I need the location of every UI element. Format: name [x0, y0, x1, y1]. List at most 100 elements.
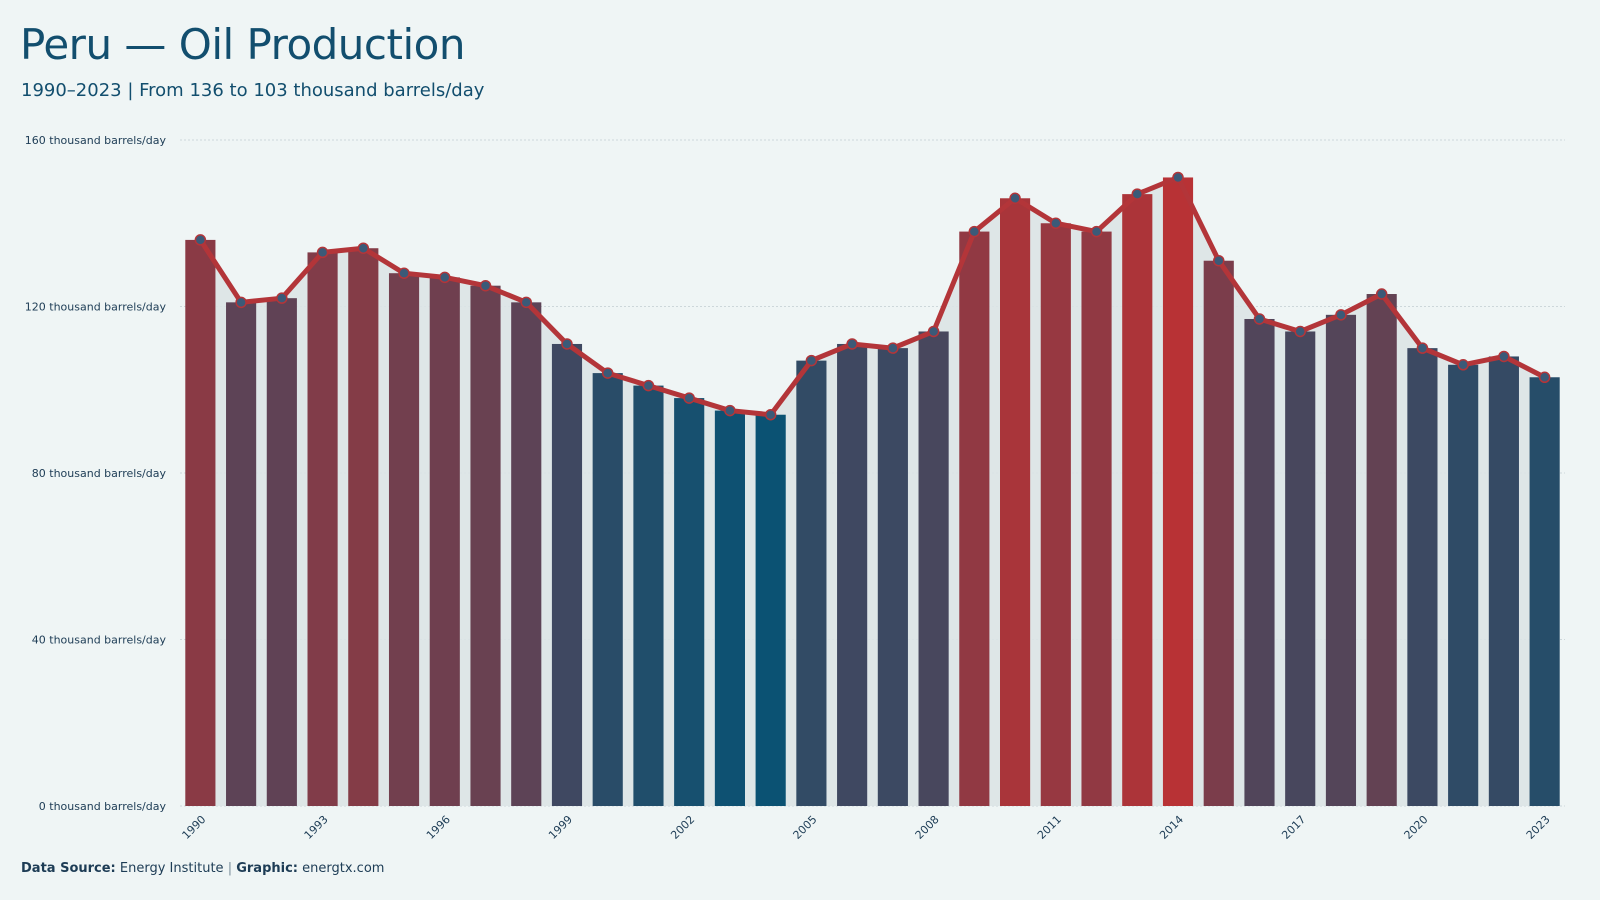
bar: [511, 302, 542, 806]
bar: [429, 277, 460, 806]
bar: [470, 285, 501, 806]
x-tick-label: 2005: [791, 813, 820, 842]
bar: [388, 273, 420, 806]
data-point: [1131, 188, 1144, 200]
x-tick-label: 1999: [546, 813, 575, 842]
data-point: [1090, 225, 1103, 238]
bar: [755, 414, 786, 806]
bar: [837, 343, 868, 806]
bar: [918, 331, 949, 806]
data-point: [887, 342, 899, 354]
bar: [959, 231, 990, 806]
bar: [1325, 314, 1357, 806]
data-point: [439, 271, 451, 284]
y-axis: 0 thousand barrels/day 40 thousand barrel…: [25, 134, 167, 813]
data-point: [846, 338, 858, 350]
chart-title: Peru — Oil Production: [20, 20, 465, 69]
x-tick-label: 2017: [1279, 813, 1308, 842]
footer-credits: Data Source: Energy Institute | Graphic:…: [21, 861, 384, 876]
x-axis: 1990 1993 1996 1999 2002 2005 2008 2011 2014 2017…: [179, 813, 1552, 842]
x-tick-label: 2002: [668, 813, 697, 842]
bar: [185, 239, 216, 806]
bar: [1122, 194, 1153, 807]
bar: [1488, 356, 1519, 806]
x-tick-label: 2023: [1524, 813, 1553, 842]
bar: [633, 385, 664, 806]
data-point: [1416, 342, 1429, 354]
footer-separator: |: [227, 861, 233, 876]
data-point: [683, 392, 695, 404]
bar: [714, 410, 745, 806]
y-tick-label: 120 thousand barrels/day: [25, 301, 167, 314]
data-point: [561, 338, 573, 350]
bar: [226, 302, 257, 806]
y-tick-label: 160 thousand barrels/day: [25, 134, 167, 147]
bar: [266, 298, 297, 806]
graphic-label: Graphic:: [236, 861, 298, 876]
bar: [1040, 223, 1071, 806]
data-point: [194, 234, 207, 246]
bar: [796, 360, 827, 806]
x-tick-label: 2020: [1402, 813, 1431, 842]
bar: [551, 343, 583, 806]
data-point: [1457, 359, 1469, 371]
line-layer: [197, 174, 1548, 418]
x-tick-label: 2014: [1157, 813, 1186, 842]
graphic-value: energtx.com: [302, 861, 385, 876]
data-point: [1375, 288, 1388, 300]
bar: [307, 252, 338, 806]
x-tick-label: 1990: [179, 813, 208, 842]
bar-layer: [185, 177, 1560, 807]
data-point: [276, 292, 288, 304]
bar: [1244, 318, 1275, 806]
x-tick-label: 2008: [913, 813, 942, 842]
data-point: [642, 379, 655, 392]
data-point: [601, 367, 614, 379]
bar: [1000, 198, 1031, 806]
bar: [348, 248, 379, 807]
data-point: [316, 246, 329, 259]
data-point: [968, 225, 981, 238]
bar: [592, 373, 623, 806]
bar: [1081, 231, 1112, 806]
data-point: [1498, 350, 1510, 363]
bar: [877, 348, 908, 806]
data-point: [1009, 192, 1021, 205]
bar: [1203, 260, 1234, 806]
y-tick-label: 80 thousand barrels/day: [32, 467, 167, 480]
data-point: [1050, 217, 1062, 229]
data-point: [520, 296, 532, 309]
data-point: [235, 296, 247, 309]
data-point: [1172, 171, 1184, 184]
data-point: [764, 408, 777, 421]
y-tick-label: 0 thousand barrels/day: [39, 800, 167, 813]
x-tick-label: 1993: [302, 813, 331, 842]
y-tick-label: 40 thousand barrels/day: [32, 634, 167, 647]
data-point: [724, 404, 736, 417]
data-point: [357, 242, 370, 254]
bar: [1407, 348, 1438, 806]
bar: [1162, 177, 1194, 806]
data-point: [1213, 254, 1225, 267]
bar: [674, 398, 705, 806]
source-label: Data Source:: [21, 861, 116, 876]
bar: [1448, 364, 1479, 806]
bar: [1285, 331, 1316, 806]
chart-subtitle: 1990–2023 | From 136 to 103 thousand bar…: [21, 80, 485, 101]
data-point: [398, 267, 410, 279]
data-point: [1335, 309, 1347, 321]
data-point: [1294, 325, 1306, 338]
data-point: [1538, 371, 1551, 384]
data-point: [805, 354, 818, 367]
data-point: [1253, 313, 1266, 325]
x-tick-label: 2011: [1035, 813, 1064, 842]
point-layer: [194, 171, 1551, 421]
source-value: Energy Institute: [119, 861, 224, 876]
bar: [1366, 294, 1397, 806]
series-line: [197, 174, 1548, 418]
x-tick-label: 1996: [424, 813, 453, 842]
data-point: [479, 279, 492, 292]
data-point: [927, 325, 940, 338]
bar: [1529, 377, 1560, 806]
